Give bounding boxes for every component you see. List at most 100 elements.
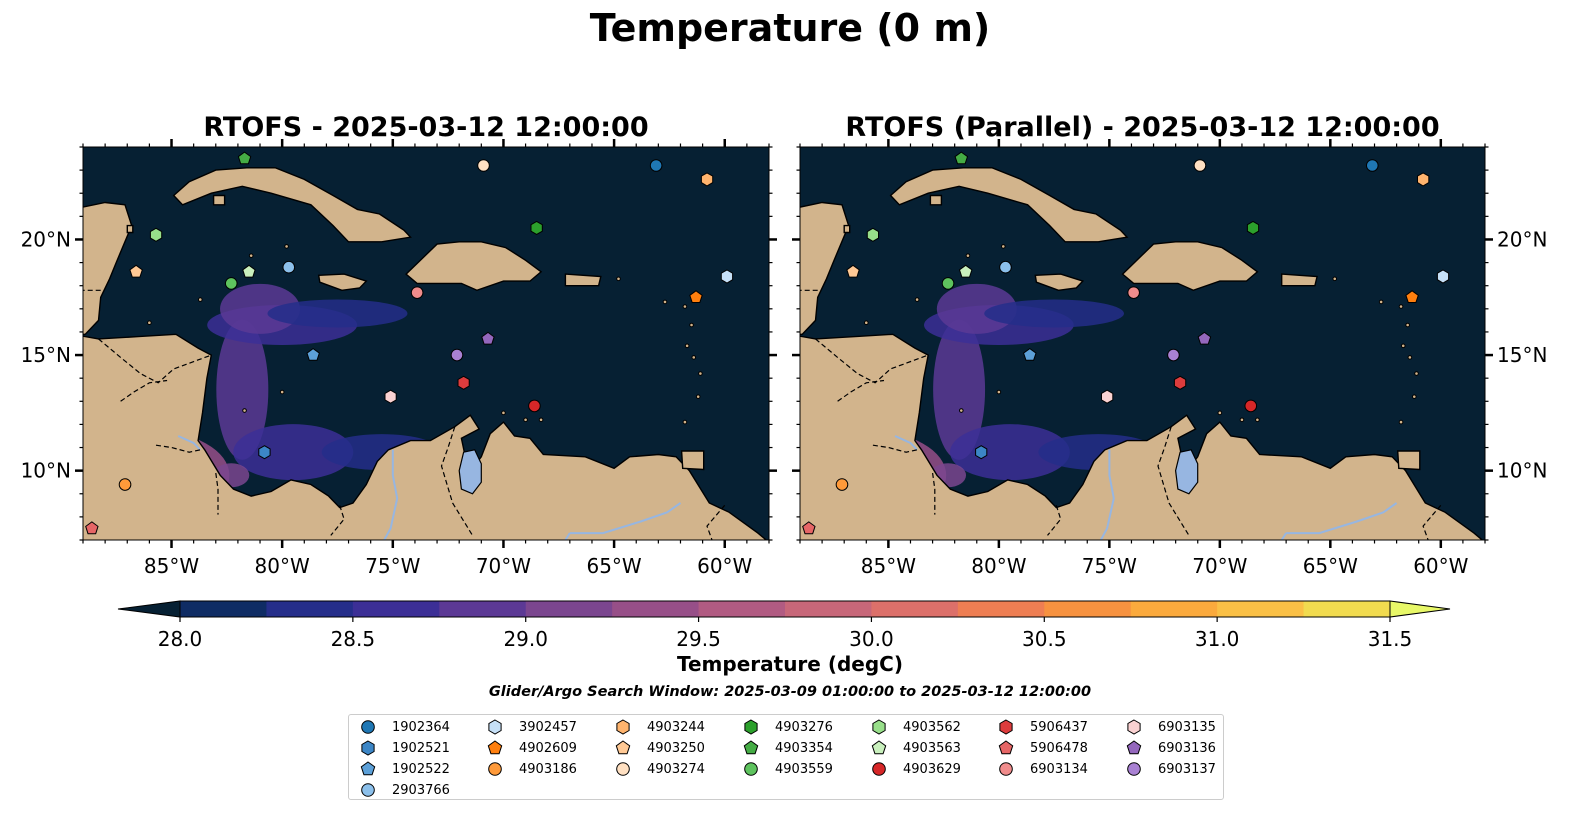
island: [682, 304, 688, 309]
land-jamaica: [317, 273, 368, 292]
float-6903135: [384, 389, 397, 404]
colorbar-segment: [180, 601, 267, 617]
legend-marker-shape: [488, 719, 502, 735]
legend-item-3902457: 3902457: [486, 717, 577, 737]
legend-item-4903629: 4903629: [870, 759, 961, 779]
country-border: [440, 426, 474, 536]
river: [1280, 532, 1287, 540]
float-4903274: [477, 159, 490, 172]
legend-marker-icon: [615, 740, 631, 755]
land-yucatan: [83, 201, 133, 335]
island: [1378, 299, 1384, 305]
legend-item-4903354: 4903354: [742, 738, 833, 758]
legend-marker-shape: [616, 762, 630, 776]
legend-marker-shape: [361, 740, 375, 756]
legend-item-label: 4903276: [775, 719, 833, 735]
y-tick-label: 10°N: [21, 459, 71, 483]
legend-item-label: 2903766: [392, 782, 450, 798]
map-frame: [799, 146, 1486, 541]
country-border: [330, 505, 345, 536]
map-panel-rtofs-parallel: 85°W 80°W 75°W 70°W 65°W 60°W 10°N 15°N 20°N: [792, 139, 1547, 578]
land-trinidad: [1396, 450, 1421, 471]
float-6903136: [1197, 331, 1212, 345]
y-tick-label: 20°N: [21, 227, 71, 251]
legend-item-label: 6903134: [1030, 761, 1088, 777]
colorbar: 28.0 28.5 29.0 29.5 30.0 30.5 31.0 31.5: [117, 600, 1451, 651]
legend-marker-icon: [744, 719, 758, 735]
legend-item-4903563: 4903563: [870, 738, 961, 758]
legend-item-6903134: 6903134: [997, 759, 1088, 779]
x-tick-label: 70°W: [1192, 554, 1247, 578]
y-tick-label: 15°N: [1497, 343, 1547, 367]
land-hispaniola: [405, 241, 543, 292]
panel-title-rtofs: RTOFS - 2025-03-12 12:00:00: [203, 112, 649, 143]
legend-marker-icon: [872, 719, 886, 735]
legend-marker-icon: [488, 762, 502, 776]
float-4903562: [149, 227, 163, 242]
island: [965, 253, 971, 258]
legend-marker-shape: [361, 783, 375, 797]
legend-marker-shape: [1127, 719, 1141, 735]
figure-title: Temperature (0 m): [589, 6, 991, 50]
float-4903250: [129, 264, 143, 278]
island: [691, 355, 697, 360]
country-border: [815, 338, 929, 384]
land-isla-juventud: [929, 194, 943, 206]
legend-item-4903186: 4903186: [486, 759, 577, 779]
lake-maracaibo: [458, 449, 482, 495]
river: [569, 502, 682, 535]
island: [1398, 419, 1404, 425]
legend-item-label: 6903136: [1158, 740, 1216, 756]
x-tick-label: 75°W: [1082, 554, 1137, 578]
legend-marker-shape: [616, 719, 630, 735]
float-1902364: [1366, 159, 1379, 172]
colorbar-tick-label: 31.0: [1195, 627, 1240, 651]
legend-marker-shape: [487, 740, 503, 755]
float-6903137: [450, 348, 464, 362]
float-4903274: [1193, 159, 1207, 172]
axis-ticks: [792, 139, 1493, 548]
legend-item-6903137: 6903137: [1125, 759, 1216, 779]
legend-item-1902521: 1902521: [359, 738, 450, 758]
colorbar-segment: [1217, 601, 1305, 617]
float-5906478: [85, 521, 99, 535]
float-4903276: [530, 220, 543, 235]
legend-marker-icon: [487, 740, 503, 755]
x-tick-label: 70°W: [476, 554, 531, 578]
panel-title-rtofs-parallel: RTOFS (Parallel) - 2025-03-12 12:00:00: [845, 112, 1440, 143]
legend-marker-shape: [871, 740, 887, 755]
legend-item-label: 1902521: [392, 740, 450, 756]
float-4903629: [528, 399, 541, 413]
y-tick-label: 15°N: [21, 343, 71, 367]
colorbar-segment: [266, 601, 354, 617]
land-cozumel: [126, 224, 134, 234]
legend-marker-icon: [871, 740, 887, 755]
float-4903563: [242, 264, 256, 278]
colorbar-segment: [957, 601, 1045, 617]
legend-marker-icon: [999, 719, 1013, 735]
legend-item-label: 6903137: [1158, 761, 1216, 777]
island: [147, 320, 152, 325]
x-tick-label: 65°W: [586, 554, 641, 578]
country-border: [1157, 426, 1190, 536]
island: [695, 394, 701, 399]
river: [177, 435, 202, 451]
legend-marker-icon: [488, 719, 502, 735]
land-cuba: [172, 167, 412, 243]
legend-item-label: 4903274: [647, 761, 705, 777]
colorbar-segment: [871, 601, 959, 617]
legend-item-label: 5906478: [1030, 740, 1088, 756]
legend-item-label: 4903629: [903, 761, 961, 777]
colorbar-tick-label: 30.5: [1022, 627, 1067, 651]
legend-item-1902364: 1902364: [359, 717, 450, 737]
float-4903186: [118, 478, 132, 491]
colorbar-tick-label: 28.5: [331, 627, 376, 651]
legend-marker-shape: [360, 761, 376, 776]
legend-marker-icon: [360, 761, 376, 776]
colorbar-tick-label: 28.0: [158, 627, 203, 651]
float-1902364: [649, 159, 663, 172]
float-6903134: [410, 286, 424, 299]
country-border: [120, 379, 168, 402]
float-4903244: [700, 172, 714, 187]
x-tick-label: 65°W: [1303, 554, 1358, 578]
